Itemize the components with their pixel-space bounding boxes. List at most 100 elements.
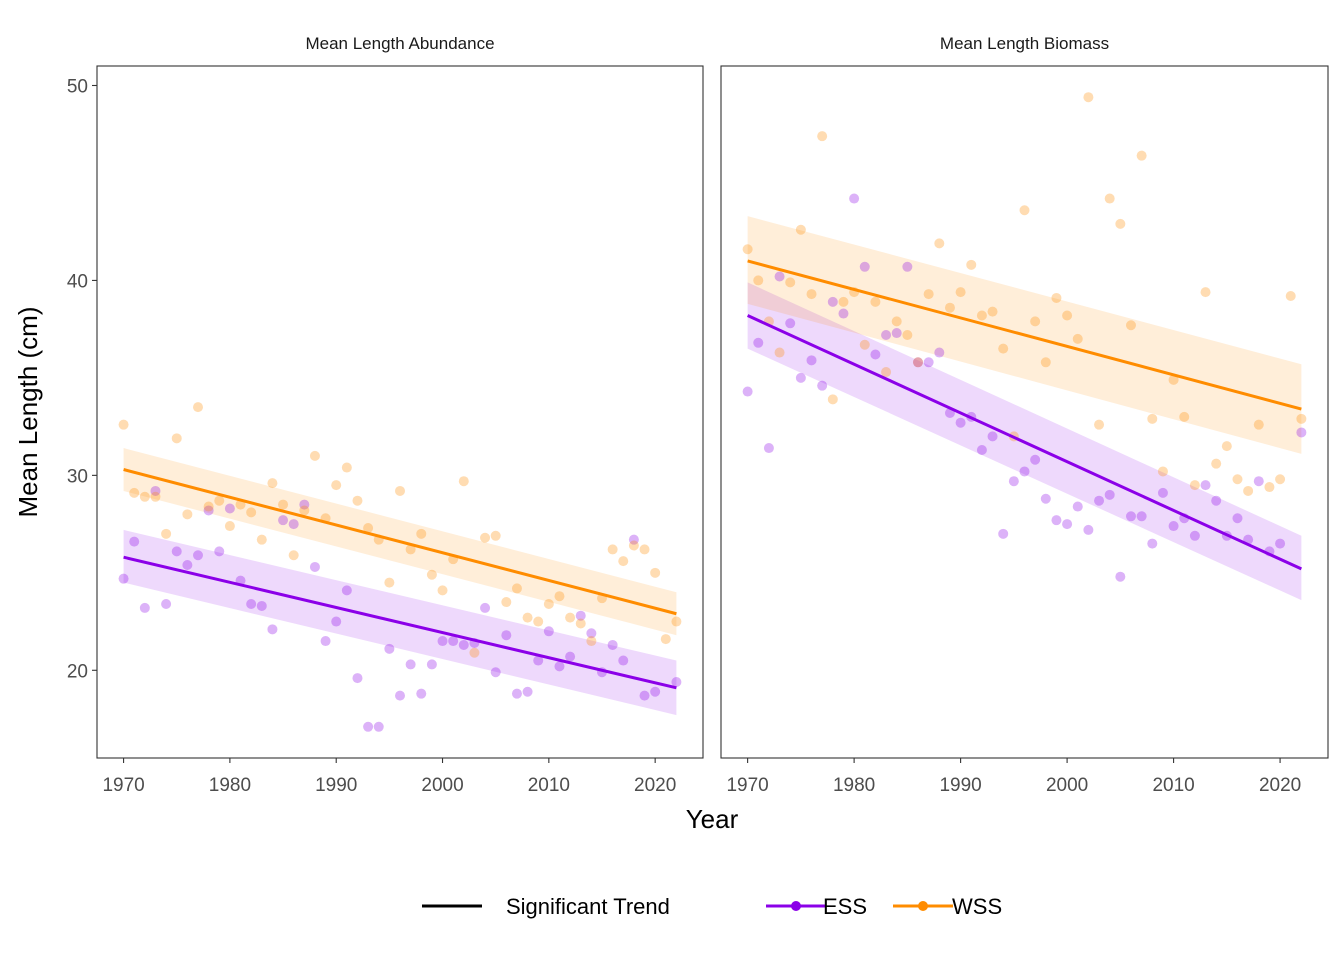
x-tick-label: 1990: [315, 775, 357, 796]
data-point-wss: [827, 394, 838, 405]
data-point-ess: [1008, 476, 1019, 487]
data-point-wss: [129, 487, 140, 498]
data-point-wss: [998, 343, 1009, 354]
data-point-ess: [1147, 538, 1158, 549]
data-point-wss: [193, 402, 203, 413]
data-point-ess: [859, 261, 870, 272]
data-point-ess: [902, 261, 913, 272]
data-point-ess: [543, 626, 554, 637]
data-point-ess: [774, 271, 785, 282]
data-point-wss: [870, 296, 881, 307]
y-tick-label: 20: [67, 661, 88, 682]
data-point-wss: [1157, 466, 1168, 477]
panel-title-biomass: Mean Length Biomass: [940, 34, 1109, 53]
data-point-ess: [785, 318, 796, 329]
data-point-ess: [522, 686, 533, 697]
data-point-ess: [299, 499, 310, 510]
data-point-ess: [1094, 495, 1105, 506]
x-tick-label: 1980: [833, 775, 875, 796]
data-point-ess: [806, 355, 817, 366]
data-point-ess: [320, 636, 331, 647]
data-point-wss: [480, 532, 491, 543]
data-point-wss: [309, 450, 320, 461]
data-point-ess: [246, 599, 257, 610]
data-point-wss: [881, 367, 892, 378]
data-point-wss: [554, 591, 565, 602]
data-point-wss: [753, 275, 764, 286]
data-point-wss: [278, 499, 289, 510]
data-point-ess: [827, 296, 838, 307]
data-point-wss: [299, 505, 310, 516]
data-point-wss: [1115, 218, 1126, 229]
x-tick-label: 2020: [1259, 775, 1301, 796]
data-point-ess: [1062, 519, 1073, 530]
data-point-ess: [405, 659, 416, 670]
data-point-wss: [501, 597, 512, 608]
data-point-ess: [139, 602, 150, 613]
data-point-wss: [543, 599, 554, 610]
data-point-wss: [1285, 291, 1296, 302]
data-point-wss: [1094, 419, 1105, 430]
x-axis-title: Year: [686, 804, 739, 834]
data-point-wss: [511, 583, 522, 594]
data-point-ess: [849, 193, 860, 204]
data-point-ess: [395, 690, 405, 701]
data-point-wss: [1200, 287, 1211, 298]
data-point-ess: [448, 636, 459, 647]
data-point-wss: [1168, 374, 1179, 385]
data-point-wss: [1104, 193, 1115, 204]
data-point-wss: [331, 480, 342, 491]
data-point-wss: [774, 347, 785, 358]
data-point-ess: [1083, 524, 1094, 535]
data-point-wss: [650, 567, 661, 578]
data-point-wss: [1189, 480, 1200, 491]
data-point-ess: [533, 655, 544, 666]
data-point-ess: [501, 630, 512, 641]
legend-key-point: [791, 901, 801, 911]
data-point-ess: [671, 676, 682, 687]
data-point-ess: [182, 560, 193, 571]
data-point-wss: [363, 522, 374, 533]
data-point-ess: [1030, 454, 1041, 465]
data-point-ess: [1072, 501, 1083, 512]
data-point-ess: [278, 515, 289, 526]
data-point-ess: [607, 639, 618, 650]
data-point-ess: [891, 328, 902, 339]
data-point-wss: [1147, 413, 1158, 424]
data-point-ess: [171, 546, 182, 557]
data-point-ess: [437, 636, 448, 647]
data-point-ess: [650, 686, 661, 697]
data-point-wss: [1264, 482, 1275, 493]
data-point-wss: [522, 612, 533, 623]
y-tick-label: 50: [67, 76, 88, 97]
x-tick-label: 2010: [528, 775, 570, 796]
data-point-ess: [267, 624, 278, 635]
data-point-wss: [1221, 441, 1232, 452]
data-point-wss: [352, 495, 363, 506]
data-point-ess: [998, 528, 1009, 539]
data-point-ess: [1157, 487, 1168, 498]
data-point-ess: [575, 610, 586, 621]
data-point-wss: [395, 485, 405, 496]
data-point-ess: [384, 643, 395, 654]
data-point-wss: [437, 585, 448, 596]
data-point-wss: [139, 491, 150, 502]
data-point-ess: [586, 628, 597, 639]
data-point-ess: [987, 431, 998, 442]
data-point-wss: [806, 289, 817, 300]
y-tick-label: 30: [67, 466, 88, 487]
data-point-ess: [1125, 511, 1136, 522]
data-point-wss: [944, 302, 955, 313]
data-point-wss: [288, 550, 299, 561]
panel-title-abundance: Mean Length Abundance: [305, 34, 494, 53]
data-point-wss: [1232, 474, 1243, 485]
data-point-ess: [753, 337, 764, 348]
data-point-ess: [1211, 495, 1222, 506]
data-point-wss: [458, 476, 469, 487]
data-point-wss: [267, 478, 278, 489]
data-point-ess: [256, 600, 267, 611]
y-tick-label: 40: [67, 271, 88, 292]
data-point-wss: [416, 528, 427, 539]
data-point-wss: [628, 540, 639, 551]
